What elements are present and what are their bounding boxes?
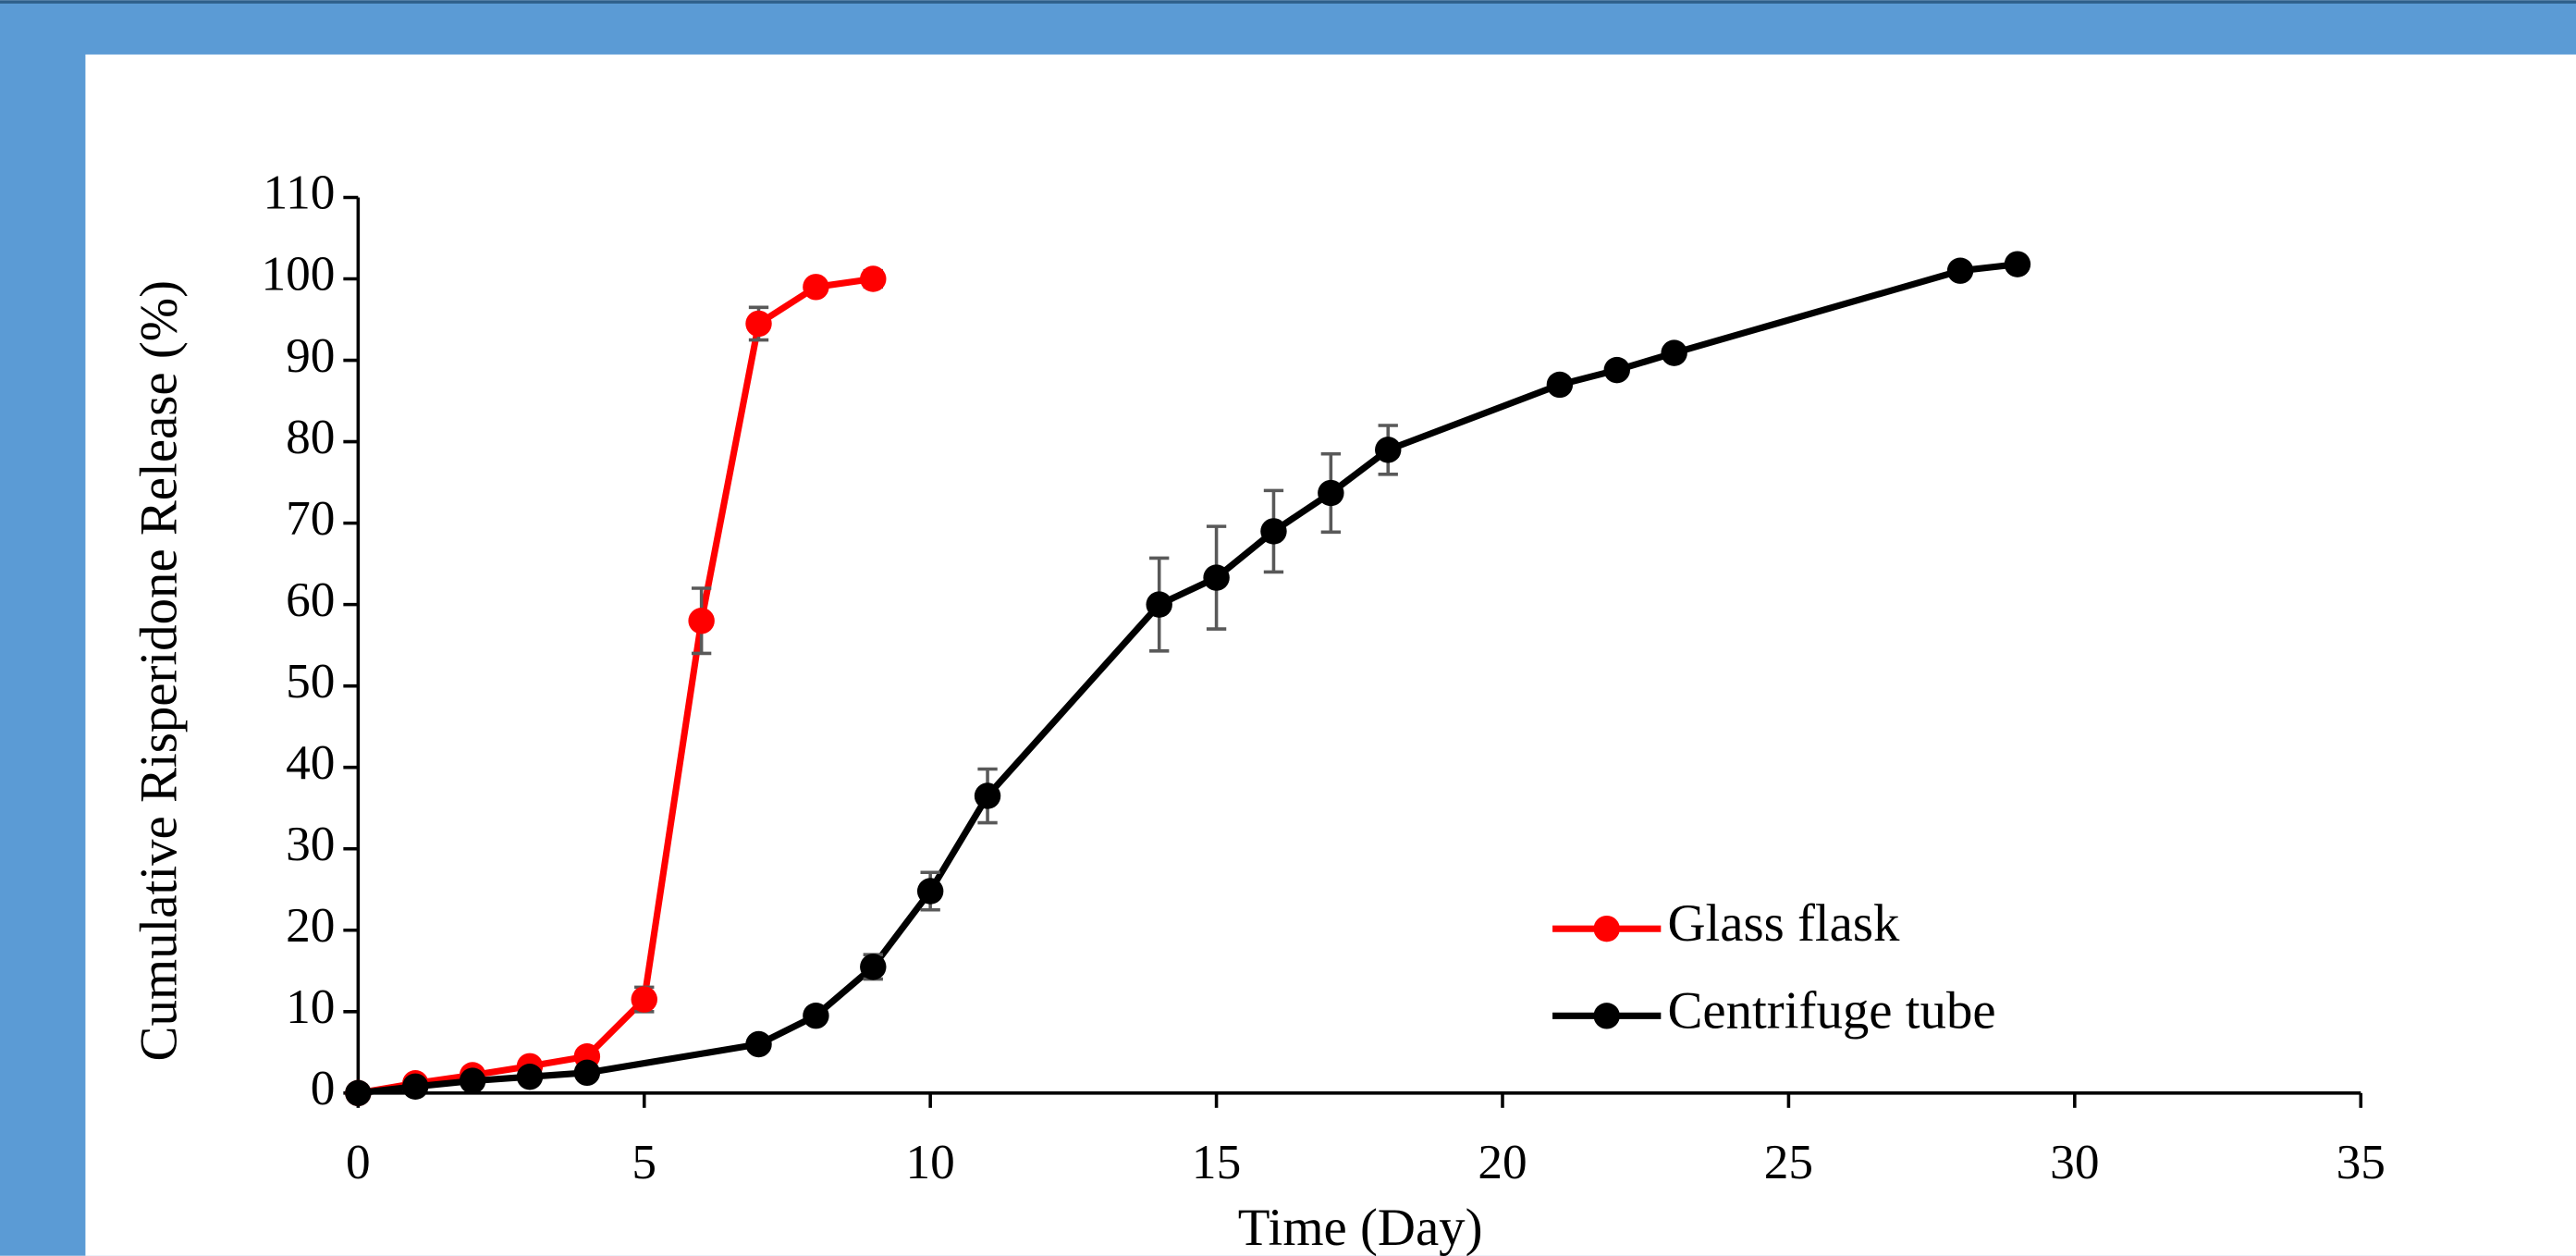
x-tick-label: 10 <box>906 1135 955 1189</box>
data-point <box>1375 437 1402 463</box>
y-tick-label: 70 <box>286 491 335 546</box>
y-tick-label: 90 <box>286 328 335 383</box>
data-point <box>745 1030 772 1058</box>
legend-label: Centrifuge tube <box>1667 981 1995 1040</box>
data-point <box>1546 371 1574 399</box>
x-axis-label: Time (Day) <box>1238 1199 1483 1256</box>
x-tick-label: 15 <box>1192 1135 1241 1189</box>
y-axis-label: Cumulative Risperidone Release (%) <box>130 280 189 1062</box>
data-point <box>803 274 829 301</box>
y-tick-label: 0 <box>311 1061 336 1115</box>
data-point <box>1146 591 1172 618</box>
data-point <box>1661 339 1687 366</box>
y-tick-label: 50 <box>286 654 335 708</box>
data-point <box>1946 257 1974 284</box>
data-point <box>688 608 715 634</box>
y-tick-label: 20 <box>286 898 335 953</box>
data-point <box>345 1079 372 1107</box>
data-point <box>745 310 772 338</box>
data-point <box>860 954 887 980</box>
y-tick-label: 110 <box>263 166 335 220</box>
y-tick-label: 100 <box>262 247 336 302</box>
panel <box>85 54 2576 1256</box>
data-point <box>1260 518 1287 545</box>
x-tick-label: 5 <box>632 1135 656 1189</box>
data-point <box>573 1059 601 1087</box>
data-point <box>860 265 887 292</box>
y-tick-label: 40 <box>286 735 335 790</box>
series-line <box>357 275 874 1097</box>
data-point <box>631 986 657 1013</box>
data-point <box>916 878 944 905</box>
data-point <box>974 782 1001 809</box>
legend-label: Glass flask <box>1667 894 1900 953</box>
x-tick-label: 0 <box>346 1135 371 1189</box>
data-point <box>459 1067 486 1094</box>
x-tick-label: 35 <box>2337 1135 2386 1189</box>
data-point <box>402 1073 429 1101</box>
data-point <box>1318 479 1344 507</box>
x-tick-label: 25 <box>1764 1135 1813 1189</box>
data-point <box>2004 251 2031 277</box>
data-point <box>1203 564 1230 591</box>
x-tick-label: 20 <box>1478 1135 1527 1189</box>
data-point <box>1603 356 1630 384</box>
data-point <box>803 1002 829 1029</box>
y-tick-label: 60 <box>286 573 335 627</box>
top-border <box>0 0 2576 4</box>
data-point <box>516 1064 544 1090</box>
legend-marker <box>1593 1003 1620 1029</box>
y-tick-label: 80 <box>286 410 335 464</box>
x-tick-label: 30 <box>2050 1135 2099 1189</box>
y-tick-label: 10 <box>286 979 335 1034</box>
y-tick-label: 30 <box>286 817 335 871</box>
legend-marker <box>1593 915 1620 942</box>
